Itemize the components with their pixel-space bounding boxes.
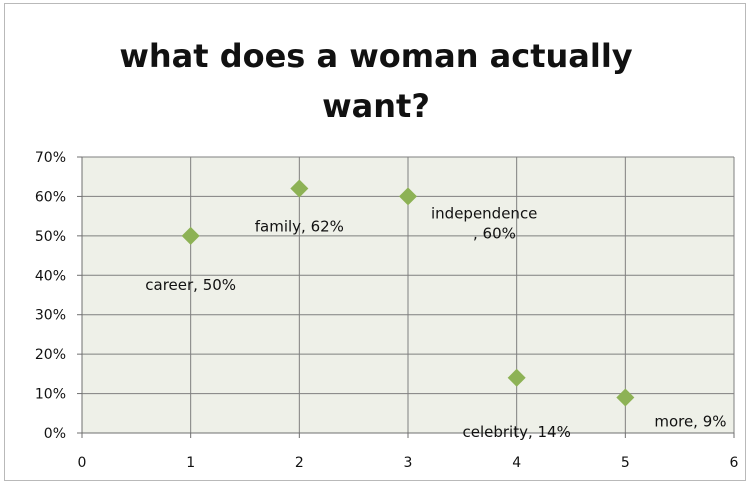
x-tick-label: 0: [78, 455, 87, 471]
y-tick-label: 60%: [35, 189, 66, 205]
x-tick-label: 5: [621, 455, 630, 471]
data-point-marker: [181, 226, 200, 245]
x-tick-label: 3: [404, 455, 413, 471]
y-tick-label: 30%: [35, 308, 66, 324]
data-point-marker: [399, 187, 417, 206]
x-tick-label: 1: [186, 455, 195, 471]
data-label: independence: [431, 204, 537, 222]
data-label: more, 9%: [654, 413, 726, 431]
chart-title-line-2: want?: [322, 87, 430, 125]
data-point-marker: [290, 179, 309, 198]
y-tick-label: 50%: [35, 229, 66, 245]
y-tick-label: 10%: [35, 387, 66, 403]
y-tick-label: 0%: [44, 426, 66, 442]
data-label: , 60%: [473, 224, 516, 242]
data-label: career, 50%: [145, 276, 236, 294]
y-tick-label: 20%: [35, 347, 66, 363]
data-label: family, 62%: [255, 218, 344, 236]
y-tick-label: 70%: [35, 150, 66, 166]
data-point-marker: [616, 388, 635, 407]
x-tick-label: 6: [730, 455, 739, 471]
data-label: celebrity, 14%: [462, 423, 570, 441]
data-point-marker: [507, 368, 526, 387]
chart-title-line-1: what does a woman actually: [119, 37, 633, 75]
y-tick-label: 40%: [35, 268, 66, 284]
x-tick-label: 4: [512, 455, 521, 471]
x-tick-label: 2: [295, 455, 304, 471]
